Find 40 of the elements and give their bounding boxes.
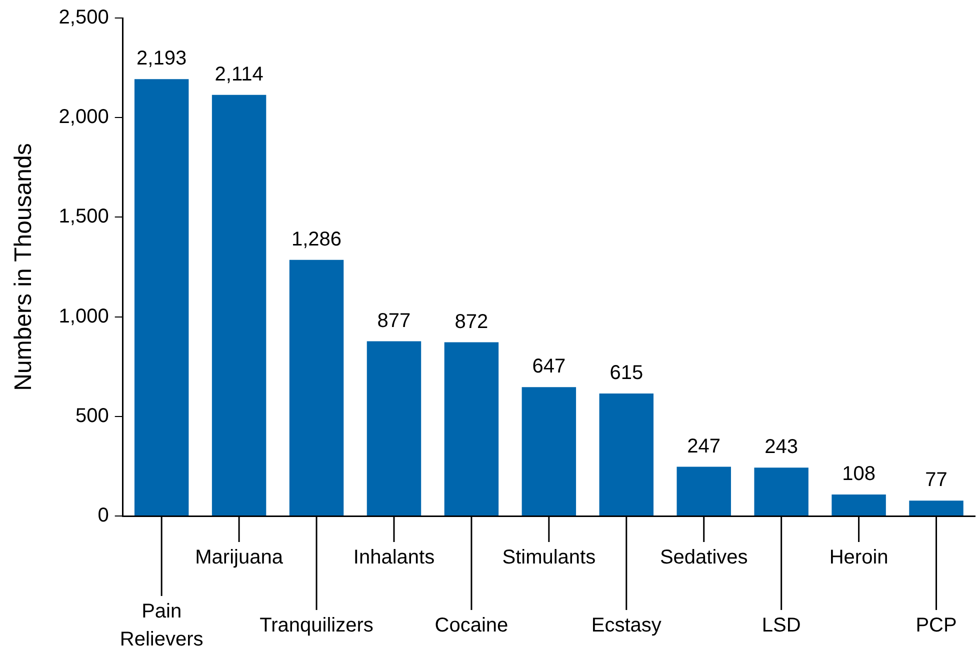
- bar: [444, 342, 499, 516]
- x-tick-label: LSD: [762, 614, 801, 637]
- data-label: 872: [454, 310, 488, 333]
- bar: [676, 466, 731, 516]
- data-label: 243: [764, 436, 798, 458]
- data-label: 1,286: [291, 228, 342, 250]
- data-label: 2,114: [214, 63, 264, 86]
- x-tick-label: Sedatives: [660, 546, 748, 569]
- data-label: 615: [610, 362, 644, 384]
- data-label: 247: [687, 435, 721, 458]
- data-label: 108: [842, 463, 876, 485]
- x-tick-label: Heroin: [829, 546, 888, 569]
- y-axis-title: Numbers in Thousands: [10, 143, 38, 391]
- y-tick-label: 1,500: [58, 206, 109, 228]
- y-tick-label: 2,500: [58, 6, 109, 29]
- y-tick-label: 2,000: [58, 106, 109, 128]
- x-tick-label: Inhalants: [353, 546, 435, 569]
- data-label: 2,193: [136, 48, 187, 70]
- bar: [832, 494, 886, 516]
- bar: [599, 393, 654, 516]
- x-tick-label: Stimulants: [502, 546, 596, 569]
- y-tick-label: 1,000: [58, 305, 109, 328]
- x-tick-label: Tranquilizers: [260, 614, 374, 637]
- bar: [366, 341, 422, 516]
- bar: [909, 500, 964, 516]
- x-tick-label: Pain Relievers: [120, 600, 204, 651]
- bar: [522, 387, 576, 516]
- x-tick-label: PCP: [916, 614, 957, 637]
- data-label: 647: [532, 356, 566, 378]
- data-label: 77: [925, 469, 948, 492]
- bar: [212, 94, 266, 516]
- bar: [289, 260, 344, 516]
- x-tick-label: Ecstasy: [591, 614, 662, 637]
- x-tick-label: Marijuana: [195, 546, 284, 569]
- x-tick-label: Cocaine: [434, 614, 508, 637]
- y-tick-label: 0: [98, 504, 109, 527]
- bar: [134, 79, 189, 516]
- y-tick-label: 500: [75, 404, 109, 427]
- bar: [754, 468, 808, 516]
- data-label: 877: [377, 310, 411, 332]
